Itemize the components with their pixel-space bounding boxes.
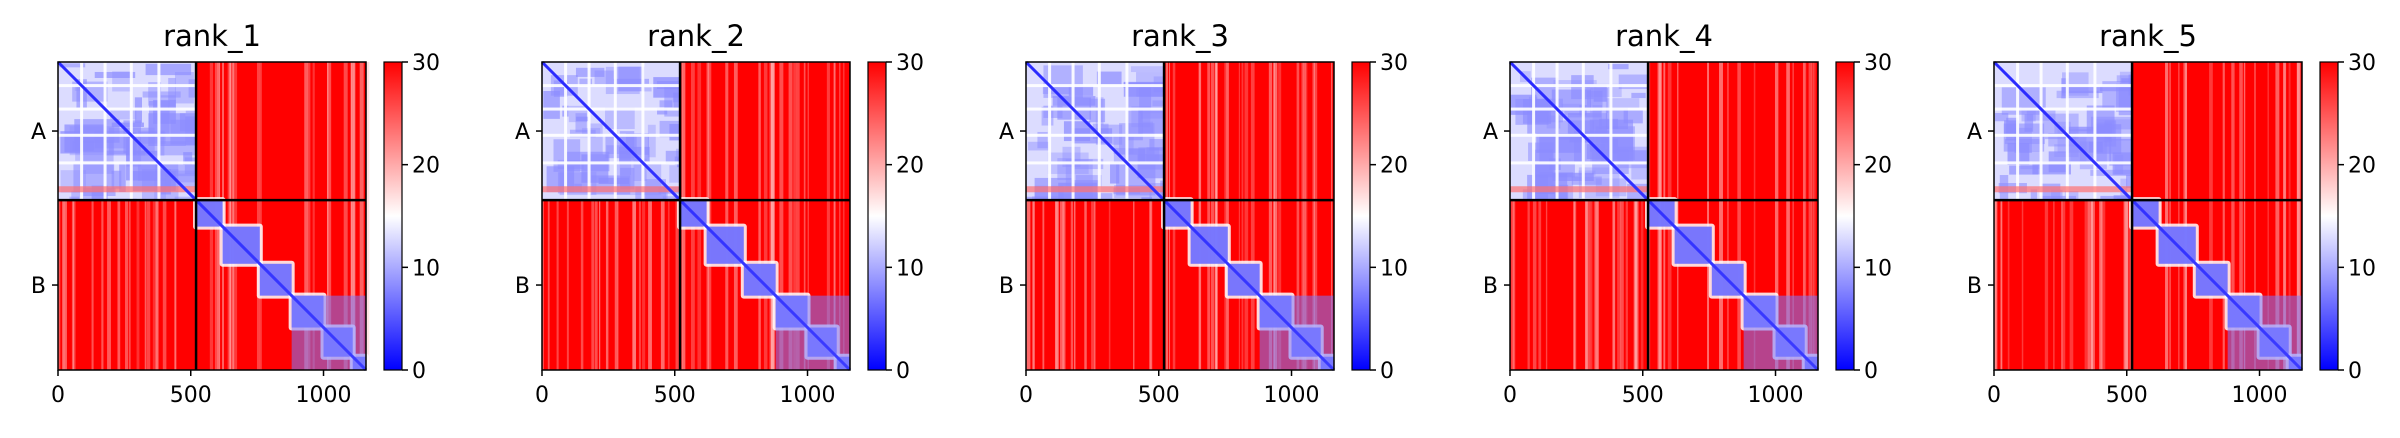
colorbar-tick-label: 20 [1380,154,1408,179]
x-tick-label: 0 [51,383,65,408]
y-tick-label: B [515,274,530,299]
y-tick-label: B [1483,274,1498,299]
colorbar-tick-label: 0 [1380,359,1394,384]
x-tick-label: 1000 [296,383,352,408]
x-tick-label: 500 [2106,383,2148,408]
x-tick-label: 1000 [780,383,836,408]
panel-3: rank_3 A B 0 500 1000 0 10 20 30 [999,19,1408,408]
panel-title: rank_5 [2099,19,2197,53]
diagonal [1992,60,2304,372]
colorbar-tick-label: 10 [412,256,440,281]
colorbar [383,61,403,371]
x-tick-label: 500 [170,383,212,408]
y-tick-label: A [1483,120,1498,145]
y-tick-label: A [999,120,1014,145]
panel-title: rank_1 [163,19,261,53]
colorbar-tick-label: 30 [2348,51,2376,76]
colorbar [1351,61,1371,371]
x-tick-label: 0 [1987,383,2001,408]
x-tick-label: 1000 [2232,383,2288,408]
colorbar [867,61,887,371]
panel-title: rank_4 [1615,19,1713,53]
colorbar-tick-label: 20 [896,154,924,179]
panel-title: rank_2 [647,19,745,53]
axes-frame [1509,61,1819,371]
colorbar-tick-label: 10 [896,256,924,281]
y-tick-label: A [1967,120,1982,145]
colorbar-tick-label: 0 [412,359,426,384]
y-tick-label: A [515,120,530,145]
x-tick-label: 0 [535,383,549,408]
colorbar-tick-label: 10 [1864,256,1892,281]
x-tick-label: 1000 [1748,383,1804,408]
diagonal [56,60,368,372]
colorbar-tick-label: 0 [2348,359,2362,384]
y-tick-label: B [1967,274,1982,299]
axes-frame [1025,61,1335,371]
y-tick-label: B [999,274,1014,299]
panel-4: rank_4 A B 0 500 1000 0 10 20 30 [1483,19,1892,408]
colorbar-tick-label: 20 [412,154,440,179]
colorbar-tick-label: 30 [412,51,440,76]
colorbar-tick-label: 0 [896,359,910,384]
colorbar-tick-label: 30 [1380,51,1408,76]
panel-2: rank_2 A B 0 500 1000 0 10 20 30 [515,19,924,408]
axes-frame [57,61,367,371]
colorbar [2319,61,2339,371]
x-tick-label: 500 [1138,383,1180,408]
diagonal [540,60,852,372]
colorbar [1835,61,1855,371]
x-tick-label: 1000 [1264,383,1320,408]
x-tick-label: 0 [1019,383,1033,408]
x-tick-label: 500 [654,383,696,408]
colorbar-tick-label: 20 [2348,154,2376,179]
diagonal [1508,60,1820,372]
axes-frame [1993,61,2303,371]
panel-5: rank_5 A B 0 500 1000 0 10 20 30 [1967,19,2376,408]
panel-title: rank_3 [1131,19,1229,53]
x-tick-label: 500 [1622,383,1664,408]
colorbar-tick-label: 10 [1380,256,1408,281]
axes-frame [541,61,851,371]
colorbar-tick-label: 30 [1864,51,1892,76]
colorbar-tick-label: 30 [896,51,924,76]
y-tick-label: A [31,120,46,145]
y-tick-label: B [31,274,46,299]
colorbar-tick-label: 20 [1864,154,1892,179]
x-tick-label: 0 [1503,383,1517,408]
colorbar-tick-label: 10 [2348,256,2376,281]
colorbar-tick-label: 0 [1864,359,1878,384]
diagonal [1024,60,1336,372]
panel-1: rank_1 A B 0 500 1000 0 10 20 30 [31,19,440,408]
